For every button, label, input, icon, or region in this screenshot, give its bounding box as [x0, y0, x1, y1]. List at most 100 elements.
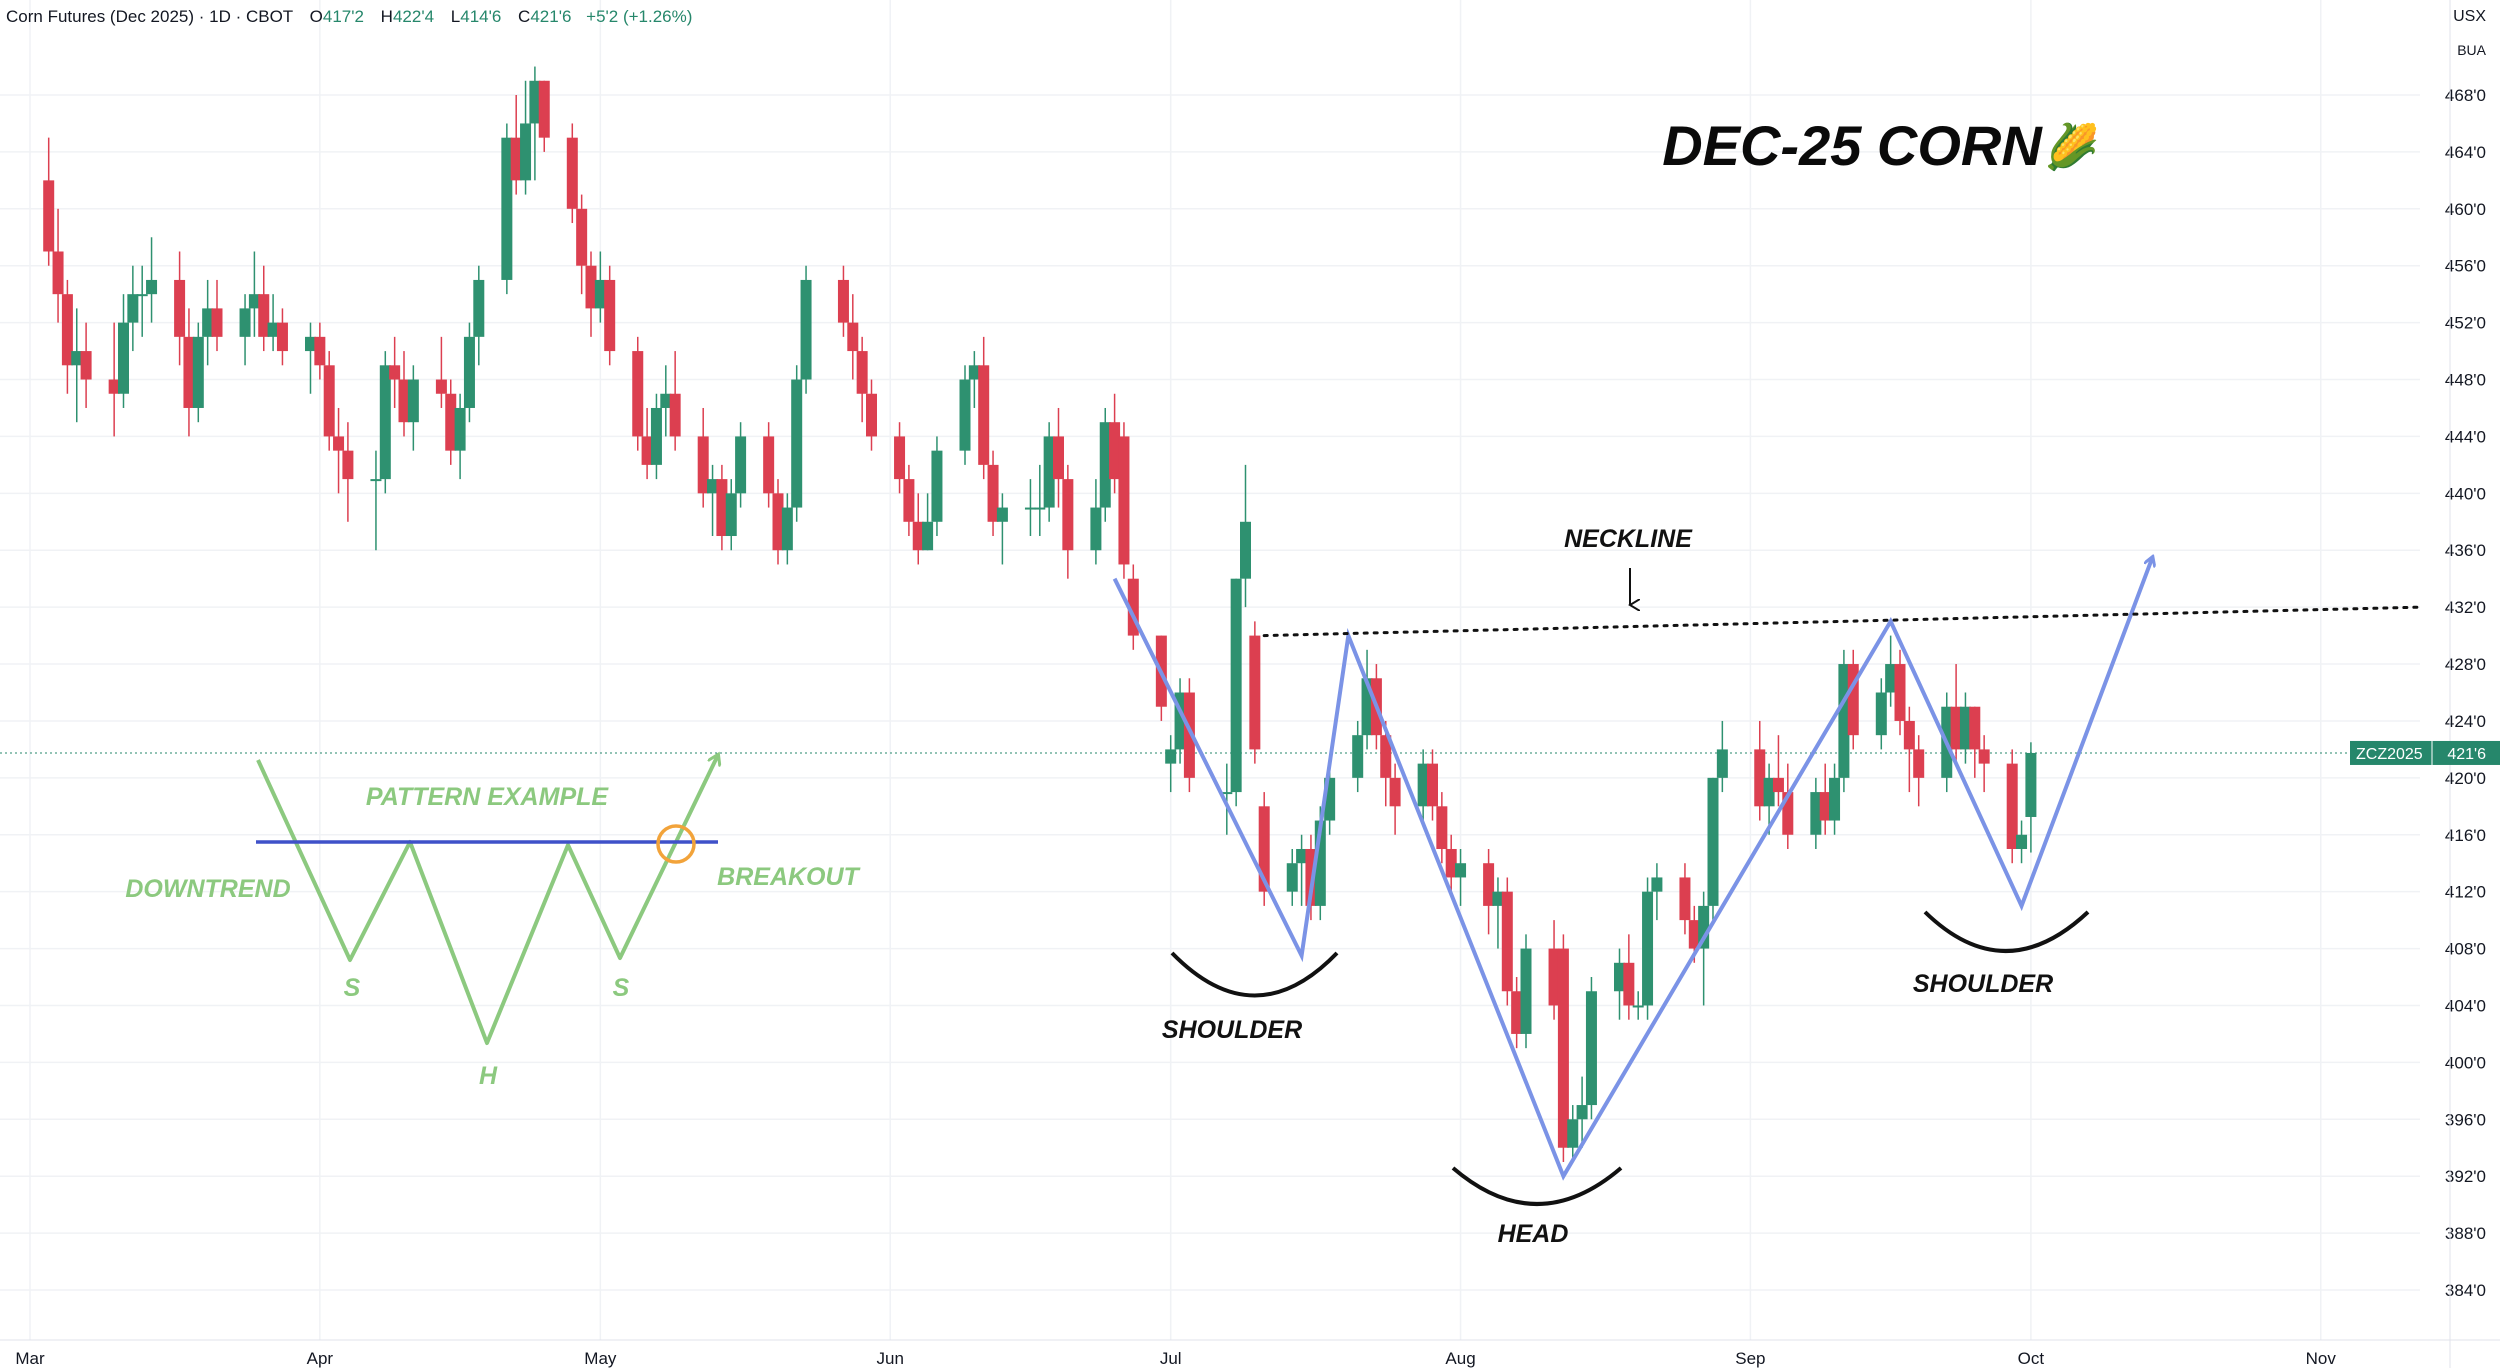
candle-body: [1819, 792, 1831, 821]
candle-body: [258, 294, 270, 337]
candle: [585, 251, 597, 337]
candle-body: [725, 493, 737, 537]
candle: [1352, 720, 1364, 793]
candle: [576, 194, 588, 295]
x-tick-label: May: [584, 1349, 617, 1368]
y-tick-label: 436'0: [2445, 541, 2486, 560]
candle: [43, 137, 55, 266]
candle-body: [1165, 749, 1177, 764]
close-label: C: [518, 7, 531, 26]
chart-title: DEC-25 CORN: [1662, 114, 2043, 177]
candle: [996, 493, 1008, 565]
candle-body: [1969, 706, 1981, 750]
neckline: [1262, 605, 2422, 638]
candle: [1698, 891, 1710, 1006]
candle: [1567, 1105, 1579, 1162]
candle-body: [1950, 706, 1962, 750]
candle-body: [1427, 763, 1438, 807]
candle: [1520, 934, 1532, 1049]
candle: [1903, 706, 1915, 793]
candle: [1034, 464, 1046, 537]
candle-body: [407, 379, 419, 423]
candle-body: [1576, 1105, 1588, 1120]
candle: [978, 336, 990, 480]
candle: [604, 265, 616, 366]
candle-body: [43, 180, 55, 252]
candle: [248, 251, 260, 337]
candle-body: [1651, 877, 1663, 892]
y-tick-label: 384'0: [2445, 1281, 2486, 1300]
pattern-example: [256, 755, 718, 1045]
candle: [1716, 720, 1728, 793]
symbol-title: Corn Futures (Dec 2025) · 1D · CBOT: [6, 7, 293, 26]
candle: [407, 365, 419, 451]
candle-body: [136, 294, 148, 297]
candle: [202, 279, 214, 366]
candle-body: [1240, 521, 1251, 579]
candle-body: [903, 479, 915, 522]
candle-body: [772, 493, 784, 551]
candle-body: [1557, 948, 1569, 1148]
candle-body: [866, 393, 877, 437]
candle: [912, 493, 924, 565]
candle-body: [52, 251, 64, 295]
candle: [1174, 678, 1186, 764]
x-tick-label: Apr: [307, 1349, 334, 1368]
candle-body: [183, 336, 195, 408]
candle: [71, 308, 83, 423]
candle-body: [931, 450, 943, 522]
candle-body: [1305, 848, 1317, 906]
candle-body: [1389, 777, 1401, 807]
candle: [1679, 863, 1691, 935]
candle: [716, 464, 728, 551]
candle: [211, 279, 223, 352]
y-tick-label: 416'0: [2445, 826, 2486, 845]
candle: [1772, 735, 1784, 807]
candle: [1576, 1076, 1588, 1148]
currency-sub[interactable]: BUA: [2457, 42, 2486, 58]
candle: [1127, 564, 1139, 650]
y-tick-label: 408'0: [2445, 940, 2486, 959]
candle: [1829, 763, 1841, 835]
candle: [118, 294, 129, 408]
candle: [1810, 777, 1822, 849]
candle-body: [314, 336, 326, 366]
left-shoulder-arc: [1170, 951, 1339, 998]
candle-body: [959, 379, 971, 451]
candle-body: [398, 379, 410, 423]
candle-body: [894, 436, 906, 480]
candle: [725, 479, 737, 551]
candle: [1305, 834, 1317, 921]
candle: [968, 351, 980, 408]
candle: [267, 294, 279, 352]
candle: [1651, 863, 1663, 921]
candle-body: [632, 351, 644, 437]
candle-body: [1847, 664, 1859, 736]
candle-body: [305, 336, 316, 352]
candle-body: [239, 308, 251, 337]
candle-body: [781, 507, 793, 551]
candle-body: [1978, 749, 1990, 764]
candle: [398, 351, 410, 437]
x-tick-label: Oct: [2018, 1349, 2045, 1368]
candle-body: [1623, 962, 1635, 1006]
candle-body: [146, 279, 158, 295]
candle: [697, 407, 709, 508]
candle: [473, 265, 485, 366]
candle-body: [1903, 720, 1915, 750]
candle-body: [735, 436, 747, 494]
candle: [1642, 877, 1654, 1020]
candle-body: [389, 365, 401, 380]
candle: [1548, 920, 1560, 1020]
candle-body: [707, 479, 719, 494]
candle-body: [1913, 749, 1925, 778]
candle: [1847, 649, 1859, 750]
candle: [520, 80, 532, 195]
candle-body: [669, 393, 681, 437]
change-value: +5'2 (+1.26%): [586, 7, 693, 26]
currency-unit[interactable]: USX: [2453, 8, 2486, 25]
candle-body: [510, 137, 522, 181]
candle-body: [1501, 891, 1513, 992]
candle-body: [323, 365, 335, 437]
